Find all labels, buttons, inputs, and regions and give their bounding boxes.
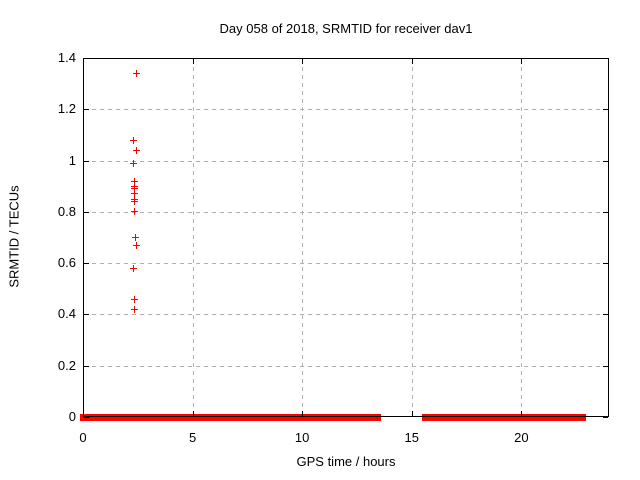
y-gridline [84,211,608,213]
plot-area [80,58,609,421]
y-tick-label: 0.2 [57,357,76,373]
x-tick-label: 15 [404,430,419,445]
y-tick-right [603,365,608,367]
baseline-band-segment [572,413,587,421]
x-tick-bottom [302,411,304,416]
y-axis-label: SRMTID / TECUs [6,185,22,288]
data-point-marker [130,264,138,272]
x-gridline [192,59,194,416]
y-tick-right [603,160,608,162]
x-tick-top [411,59,413,64]
data-point-marker [130,159,138,167]
y-tick-label: 1.4 [57,50,76,65]
data-point-marker [131,295,138,303]
data-point-marker [130,177,138,185]
data-point-marker [131,182,139,190]
y-tick-right [603,263,608,265]
x-tick-bottom [411,411,413,416]
x-tick-label: 20 [514,430,529,445]
y-tick-label: 1.2 [57,101,76,117]
x-tick-top [521,59,523,64]
x-tick-label: 0 [79,430,87,445]
y-tick-left [84,211,89,213]
y-tick-right [603,109,608,111]
x-tick-label: 5 [188,430,197,445]
y-gridline [84,314,608,316]
data-point-marker [133,146,141,154]
data-point-marker [132,69,140,77]
x-tick-top [83,59,84,64]
data-point-marker [131,198,139,206]
y-gridline [84,109,608,111]
y-tick-right [603,417,608,418]
y-tick-left [84,263,89,265]
y-tick-label: 0.8 [57,203,76,219]
y-tick-right [603,314,608,316]
y-gridline [84,365,608,367]
data-point-marker [131,190,139,198]
data-point-marker [131,305,138,313]
y-tick-right [603,211,608,213]
x-tick-bottom [83,411,84,416]
y-gridline [84,160,608,162]
data-point-marker [130,185,138,193]
y-tick-left [84,417,89,418]
x-tick-bottom [192,411,194,416]
y-tick-left [84,160,89,162]
x-gridline [411,59,413,416]
x-tick-top [192,59,194,64]
y-tick-label: 0.6 [57,255,76,271]
data-point-marker [130,208,138,216]
y-tick-label: 1 [68,152,76,168]
y-tick-right [603,58,608,59]
y-gridline [84,263,608,265]
data-point-marker [131,234,139,241]
x-gridline [302,59,304,416]
y-tick-left [84,365,89,367]
baseline-band-segment [80,413,138,421]
x-axis-label: GPS time / hours [296,454,396,469]
x-tick-label: 10 [294,430,310,445]
y-tick-label: 0.4 [57,306,76,322]
baseline-band-segment [135,413,381,421]
x-tick-top [302,59,304,64]
x-gridline [521,59,523,416]
y-tick-left [84,109,89,111]
data-point-marker [130,195,138,203]
chart-title: Day 058 of 2018, SRMTID for receiver dav… [219,21,473,36]
x-tick-bottom [521,411,523,416]
data-point-marker [132,241,140,249]
y-tick-label: 0 [68,409,76,424]
plot-border [83,58,609,417]
baseline-band-segment [422,413,574,421]
data-point-marker [130,136,138,144]
y-tick-left [84,58,89,59]
y-tick-left [84,314,89,316]
